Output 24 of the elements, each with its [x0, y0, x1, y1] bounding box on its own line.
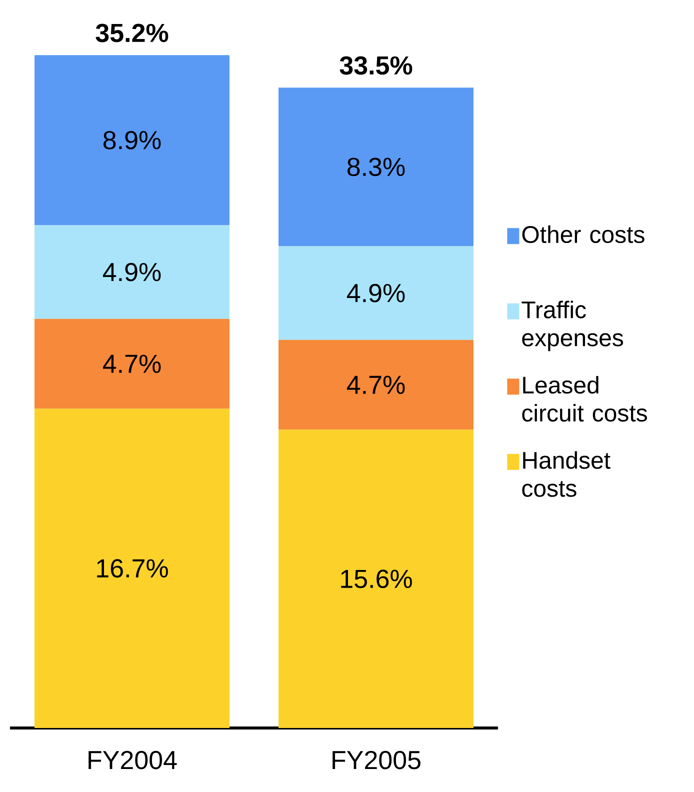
- bar: [34, 225, 230, 319]
- total-label: 33.5%: [340, 56, 412, 75]
- data-label: 8.9%: [103, 130, 161, 150]
- x-tick-label: FY2004: [88, 750, 177, 770]
- x-tick-label: FY2005: [332, 750, 420, 770]
- legend-label: Handset costs: [522, 451, 610, 497]
- data-label: 4.9%: [346, 284, 405, 302]
- bar: [278, 430, 474, 728]
- data-label: 4.9%: [102, 262, 161, 282]
- data-label: 8.3%: [347, 158, 405, 176]
- bar: [278, 340, 474, 430]
- bar: [34, 318, 230, 409]
- data-label: 15.6%: [341, 570, 412, 588]
- data-label: 4.7%: [346, 376, 405, 394]
- bar: [278, 246, 474, 340]
- legend-label: Other costs: [522, 225, 644, 244]
- bar: [278, 88, 474, 246]
- data-label: 16.7%: [97, 559, 168, 578]
- data-label: 4.7%: [102, 354, 161, 373]
- bar: [34, 55, 230, 226]
- bar: [34, 408, 230, 728]
- total-label: 35.2%: [96, 24, 168, 42]
- legend-label: Traffic expenses: [522, 300, 624, 352]
- legend-label: Leased circuit costs: [522, 376, 647, 422]
